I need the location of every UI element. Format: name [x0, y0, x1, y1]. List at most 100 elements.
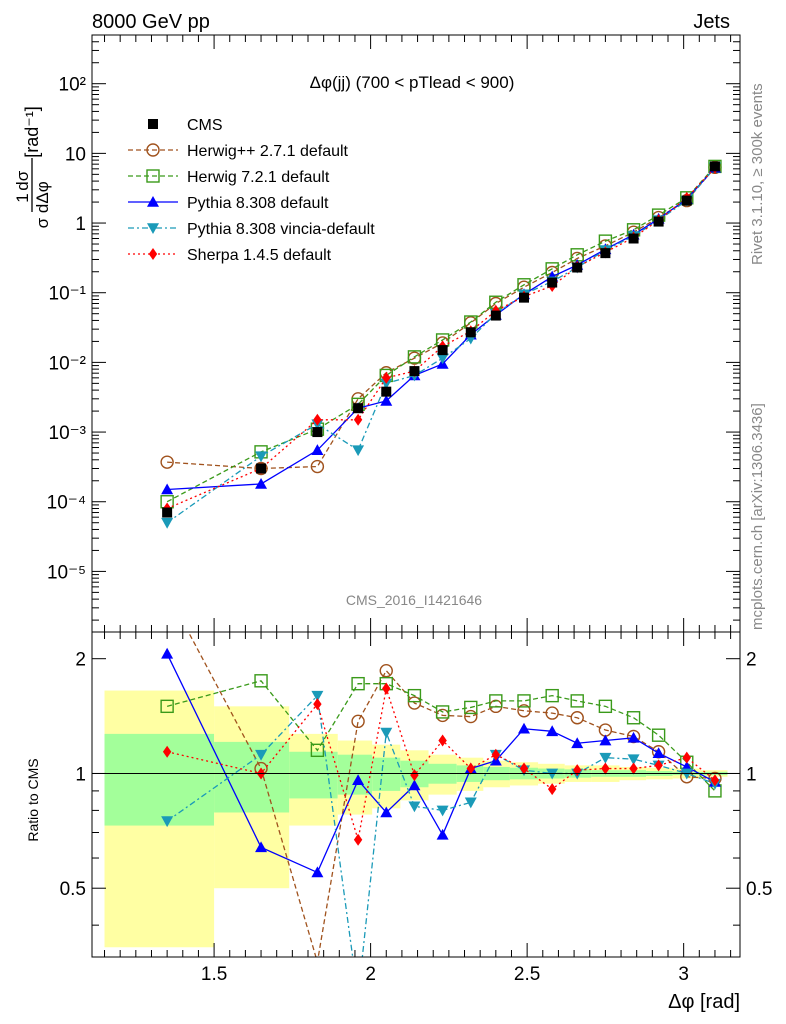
- legend-label: Herwig++ 2.7.1 default: [187, 143, 349, 160]
- series-3-point: [161, 517, 174, 529]
- cms-data-point: [437, 345, 448, 356]
- series-4-ratio-point: [382, 682, 391, 695]
- series-4-ratio-point: [629, 762, 638, 775]
- series-3-ratio-point: [680, 768, 693, 780]
- series-4-ratio-point: [547, 783, 557, 796]
- series-2-ratio-point: [255, 841, 268, 853]
- analysis-label: CMS_2016_I1421646: [346, 592, 482, 608]
- series-3-ratio-point: [436, 805, 449, 817]
- legend-marker: [148, 119, 158, 129]
- series-1-line: [166, 165, 716, 503]
- ratio-y-tick-label-right: 1: [746, 764, 757, 785]
- ratio-y-tick-label-right: 2: [746, 650, 757, 671]
- cms-data-point: [312, 427, 323, 438]
- series-1-ratio-point: [651, 728, 666, 742]
- header-energy-label: 8000 GeV pp: [92, 11, 210, 33]
- series-2-ratio-point: [408, 779, 421, 791]
- chart-title: Δφ(jj) (700 < pTlead < 900): [310, 73, 515, 92]
- x-tick-label: 3: [678, 964, 689, 985]
- series-3-ratio-point: [255, 749, 268, 761]
- main-y-axis-label: 1dσ σ dΔφ [rad⁻¹]: [13, 106, 52, 228]
- cms-data-point: [381, 386, 392, 397]
- y-tick-label: 10⁻¹: [49, 284, 87, 305]
- x-axis-label: Δφ [rad]: [668, 991, 740, 1013]
- series-2-point: [380, 394, 393, 406]
- series-4-ratio-point: [438, 734, 447, 747]
- series-2-ratio-point: [599, 734, 612, 746]
- y-tick-label: 10⁻⁴: [47, 493, 86, 514]
- cms-data-point: [256, 463, 267, 474]
- series-4-ratio-point: [353, 833, 363, 846]
- ratio-y-ticks: 0.5 0.5 1 1 2 2: [60, 650, 772, 926]
- series-0-line: [167, 166, 716, 470]
- ratio-y-axis-label: Ratio to CMS: [25, 758, 41, 841]
- series-0-ratio-point: [545, 706, 559, 720]
- legend-label: Pythia 8.308 default: [187, 195, 329, 212]
- stat-uncertainty-band: [372, 757, 401, 791]
- legend-marker: [146, 143, 160, 157]
- series-4-point: [382, 371, 391, 384]
- series-3-ratio-point: [627, 754, 640, 766]
- series-4-ratio-point: [519, 762, 529, 775]
- legend-label: Sherpa 1.4.5 default: [187, 247, 332, 264]
- series-2-ratio-point: [311, 866, 324, 878]
- legend-marker: [148, 248, 158, 260]
- series-3-ratio-point: [599, 752, 612, 764]
- series-3-ratio-point: [464, 797, 477, 809]
- side-label-mcplots: mcplots.cern.ch [arXiv:1306.3436]: [749, 403, 766, 630]
- cms-data-point: [628, 233, 639, 244]
- series-2-ratio-point: [161, 647, 174, 659]
- y-tick-label: 10²: [59, 75, 86, 96]
- ratio-panel: 0.5 0.5 1 1 2 2 1.5 2 2.5 3: [60, 631, 772, 985]
- series-3-ratio-point: [380, 727, 393, 739]
- header-jets-label: Jets: [693, 11, 730, 33]
- series-3-ratio-point: [311, 690, 324, 702]
- series-0-ratio-point: [517, 704, 531, 718]
- ratio-y-tick-label: 1: [75, 764, 86, 785]
- series-4-ratio-point: [162, 745, 172, 758]
- series-3-ratio-point: [408, 801, 421, 813]
- series-1-ratio-point: [351, 676, 365, 691]
- ratio-series-layer: [160, 632, 722, 957]
- series-3-point: [352, 445, 365, 457]
- cms-data-point: [600, 248, 611, 259]
- series-1-ratio-point: [464, 700, 478, 715]
- ratio-x-ticks: 1.5 2 2.5 3: [104, 632, 732, 985]
- main-series-layer: [160, 159, 722, 529]
- series-1-ratio-point: [598, 699, 613, 714]
- main-y-ticks: 10⁻⁵ 10⁻⁴ 10⁻³ 10⁻² 10⁻¹ 1 10 10²: [47, 41, 740, 621]
- ratio-frame: [91, 631, 741, 958]
- series-2-ratio-point: [652, 747, 665, 759]
- stat-uncertainty-band: [289, 751, 338, 799]
- series-1-ratio-point: [517, 694, 531, 708]
- series-2-ratio-point: [518, 722, 530, 734]
- cms-data-point: [519, 292, 529, 303]
- ratio-y-tick-label: 0.5: [60, 879, 86, 900]
- series-2-point: [255, 477, 268, 489]
- series-0-point: [310, 459, 325, 474]
- ratio-y-tick-label-right: 0.5: [746, 879, 772, 900]
- series-4-ratio-point: [654, 759, 663, 772]
- cms-data-point: [547, 277, 558, 288]
- series-3-point: [255, 451, 268, 463]
- series-4-ratio-point: [313, 698, 322, 711]
- series-1-ratio-line: [166, 680, 716, 792]
- series-2-point: [161, 483, 174, 495]
- y-tick-label: 10⁻³: [49, 423, 87, 444]
- legend: CMS Herwig++ 2.7.1 default Herwig 7.2.1 de…: [128, 117, 375, 264]
- main-panel: 10⁻⁵ 10⁻⁴ 10⁻³ 10⁻² 10⁻¹ 1 10 10²: [47, 34, 741, 633]
- legend-label: CMS: [187, 117, 223, 134]
- series-4-ratio-point: [710, 774, 720, 787]
- main-x-ticks: [104, 35, 732, 632]
- stat-uncertainty-band: [214, 741, 290, 813]
- cms-data-point: [353, 403, 364, 414]
- y-tick-label: 1: [75, 214, 86, 235]
- stat-uncertainty-band: [104, 733, 215, 826]
- y-tick-label: 10⁻²: [49, 353, 87, 374]
- series-0-ratio-point: [570, 711, 584, 725]
- series-1-ratio-point: [254, 674, 268, 688]
- cms-data-point: [709, 161, 720, 172]
- x-tick-label: 2.5: [514, 964, 540, 985]
- series-3-ratio-point: [161, 816, 174, 828]
- series-1-ratio-point: [310, 743, 325, 758]
